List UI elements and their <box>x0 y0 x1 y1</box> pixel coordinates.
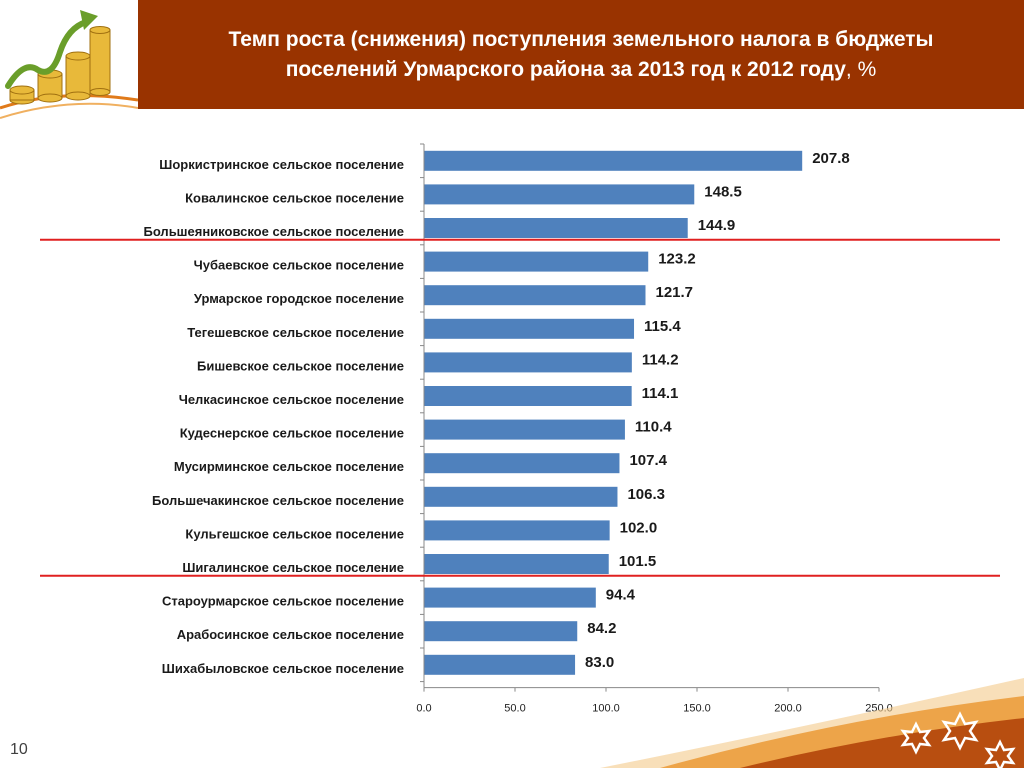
slide-header: Темп роста (снижения) поступления земель… <box>138 0 1024 109</box>
coins-growth-icon <box>0 0 139 125</box>
bar <box>424 184 695 205</box>
bars-layer: Шоркистринское сельское поселение 207.8 Ко… <box>143 150 849 676</box>
category-label: Бишевское сельское поселение <box>197 358 404 373</box>
category-label: Ковалинское сельское поселение <box>185 190 404 205</box>
x-tick-label: 0.0 <box>416 703 431 715</box>
category-label: Тегешевское сельское поселение <box>187 325 404 340</box>
category-label: Челкасинское сельское поселение <box>179 392 404 407</box>
bar <box>424 554 609 574</box>
value-label: 114.2 <box>642 351 679 368</box>
x-tick-label: 100.0 <box>592 703 620 715</box>
category-label: Староурмарское сельское поселение <box>162 594 404 609</box>
bar <box>424 386 632 406</box>
category-label: Большеяниковское сельское поселение <box>143 224 404 239</box>
value-label: 123.2 <box>658 251 696 268</box>
x-tick-label: 50.0 <box>504 703 525 715</box>
value-label: 102.0 <box>620 519 658 536</box>
bar <box>424 218 688 238</box>
value-label: 114.1 <box>642 385 679 402</box>
value-label: 107.4 <box>629 452 667 469</box>
bar <box>424 621 578 642</box>
bar <box>424 654 576 675</box>
value-label: 148.5 <box>704 183 742 200</box>
bar <box>424 520 610 541</box>
value-label: 83.0 <box>585 654 614 671</box>
bar <box>424 318 635 339</box>
value-label: 121.7 <box>655 284 693 301</box>
title-line-1: Темп роста (снижения) поступления земель… <box>229 25 934 55</box>
value-label: 144.9 <box>698 217 736 234</box>
title-text-1: Темп роста (снижения) поступления земель… <box>228 27 934 51</box>
title-line-2: поселений Урмарского района за 2013 год … <box>286 55 877 85</box>
bar-chart: Шоркистринское сельское поселение 207.8 Ко… <box>40 143 1000 715</box>
category-label: Мусирминское сельское поселение <box>174 459 404 474</box>
bar <box>424 285 646 306</box>
bar <box>424 419 625 440</box>
x-tick-label: 200.0 <box>774 703 802 715</box>
bar <box>424 587 596 608</box>
value-label: 94.4 <box>606 587 636 604</box>
bar <box>424 486 618 507</box>
x-tick-label: 150.0 <box>683 703 711 715</box>
value-label: 101.5 <box>619 553 657 570</box>
star-ornament-icon <box>600 678 1024 768</box>
category-label: Кудеснерское сельское поселение <box>180 426 404 441</box>
value-label: 110.4 <box>635 419 672 436</box>
category-label: Кульгешское сельское поселение <box>185 526 404 541</box>
value-label: 207.8 <box>812 150 850 167</box>
value-label: 115.4 <box>644 318 681 335</box>
axis-layer: 0.0 50.0 100.0 150.0 200.0 250.0 <box>40 143 1000 715</box>
value-label: 84.2 <box>587 620 616 637</box>
bar <box>424 251 649 272</box>
category-label: Шигалинское сельское поселение <box>182 560 404 575</box>
category-label: Урмарское городское поселение <box>194 291 404 306</box>
title-unit: , % <box>845 57 877 81</box>
category-label: Арабосинское сельское поселение <box>177 627 404 642</box>
category-label: Шоркистринское сельское поселение <box>159 157 404 172</box>
category-label: Чубаевское сельское поселение <box>194 258 404 273</box>
bar <box>424 352 632 373</box>
category-label: Шихабыловское сельское поселение <box>162 661 404 676</box>
page-number: 10 <box>10 741 28 758</box>
bar <box>424 150 803 171</box>
category-label: Большечакинское сельское поселение <box>152 493 404 508</box>
value-label: 106.3 <box>627 486 665 503</box>
bar <box>424 453 620 474</box>
title-text-2: поселений Урмарского района за 2013 год … <box>285 57 846 81</box>
